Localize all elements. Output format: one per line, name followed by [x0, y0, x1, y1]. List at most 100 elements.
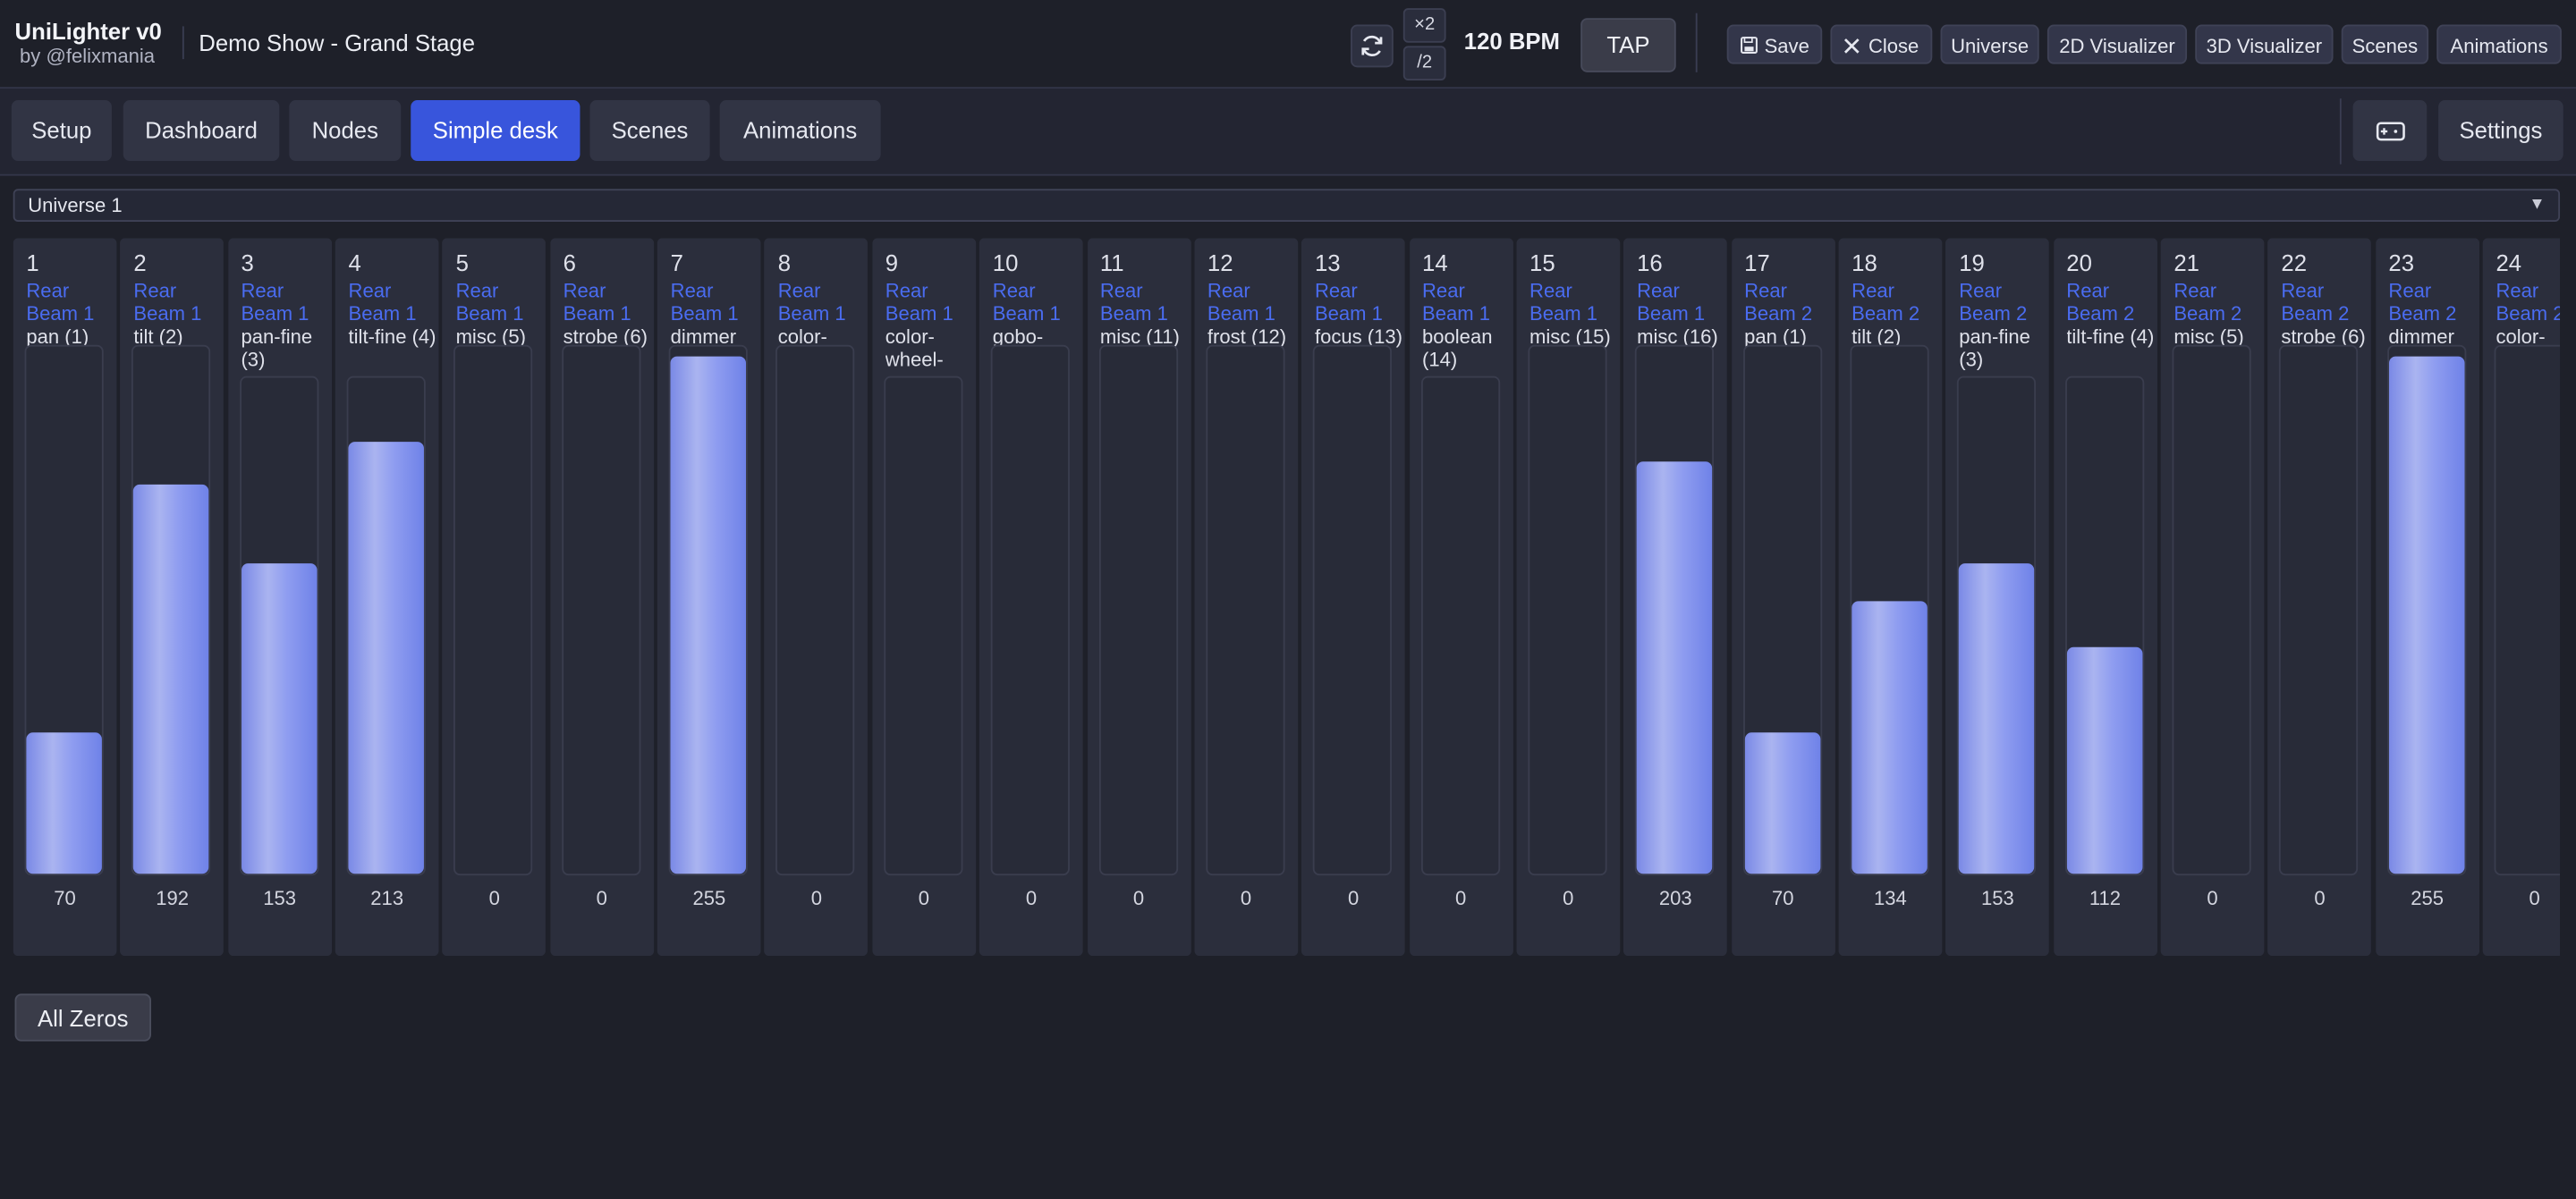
- channel-number: 21: [2174, 249, 2199, 276]
- channel-number: 15: [1530, 249, 1555, 276]
- channel-fixture-name: Rear Beam 1: [455, 279, 524, 325]
- channel-strip: 15 Rear Beam 1 misc (15) 0: [1516, 238, 1621, 957]
- channel-fader[interactable]: [2386, 344, 2466, 876]
- tab-dashboard[interactable]: Dashboard: [123, 100, 280, 162]
- channel-fader[interactable]: [131, 344, 211, 876]
- channel-fader[interactable]: [1098, 344, 1178, 876]
- channel-fader[interactable]: [1635, 344, 1715, 876]
- channel-value: 112: [2089, 886, 2122, 910]
- close-button[interactable]: Close: [1830, 24, 1933, 64]
- nav-bar: Setup Dashboard Nodes Simple desk Scenes…: [0, 89, 2576, 176]
- channel-number: 23: [2388, 249, 2415, 276]
- channel-type: tilt (2): [133, 325, 183, 349]
- channel-fader[interactable]: [775, 344, 856, 876]
- channel-type: frost (12): [1207, 325, 1287, 349]
- channel-fader-level: [1637, 461, 1713, 874]
- divider: [1695, 13, 1698, 72]
- channel-fader[interactable]: [1313, 344, 1393, 876]
- channel-fixture-name: Rear Beam 2: [2066, 279, 2135, 325]
- save-button[interactable]: Save: [1726, 24, 1823, 64]
- channel-fixture-name: Rear Beam 1: [1530, 279, 1598, 325]
- channel-fader[interactable]: [668, 344, 749, 876]
- refresh-icon: [1361, 35, 1383, 57]
- channel-fader[interactable]: [1850, 344, 1929, 876]
- channel-value: 153: [1981, 886, 2014, 910]
- channel-fader[interactable]: [2494, 344, 2561, 876]
- channel-fixture-name: Rear Beam 1: [1207, 279, 1275, 325]
- divider: [2339, 98, 2342, 165]
- universe-button[interactable]: Universe: [1940, 24, 2039, 64]
- channel-fader[interactable]: [346, 376, 426, 876]
- 2d-visualizer-button[interactable]: 2D Visualizer: [2046, 24, 2188, 64]
- channel-number: 2: [133, 249, 147, 276]
- channel-type: misc (16): [1637, 325, 1718, 349]
- channel-fader[interactable]: [1528, 344, 1607, 876]
- channel-number: 17: [1744, 249, 1770, 276]
- 3d-visualizer-button[interactable]: 3D Visualizer: [2195, 24, 2334, 64]
- tab-nodes[interactable]: Nodes: [289, 100, 402, 162]
- channel-number: 19: [1959, 249, 1985, 276]
- channel-value: 0: [2207, 886, 2218, 910]
- channel-fader[interactable]: [990, 344, 1071, 876]
- channel-type: tilt-fine (4): [2066, 325, 2155, 349]
- channel-strip: 19 Rear Beam 2 pan-fine (3) 153: [1945, 238, 2050, 957]
- tab-simple-desk[interactable]: Simple desk: [411, 100, 580, 162]
- channel-fixture-name: Rear Beam 1: [670, 279, 739, 325]
- universe-select[interactable]: Universe 1 ▼: [13, 189, 2561, 222]
- tempo-double-button[interactable]: ×2: [1402, 8, 1446, 43]
- channel-fader-level: [1959, 563, 2035, 874]
- channel-fixture-name: Rear Beam 2: [2281, 279, 2350, 325]
- channel-fader[interactable]: [883, 376, 963, 876]
- channel-strip: 20 Rear Beam 2 tilt-fine (4) 112: [2053, 238, 2157, 957]
- channel-fader[interactable]: [1420, 376, 1500, 876]
- sync-button[interactable]: [1351, 24, 1394, 68]
- channel-fader[interactable]: [561, 344, 640, 876]
- channel-fader-level: [1744, 732, 1820, 874]
- channel-fader-level: [133, 484, 209, 874]
- channel-value: 203: [1658, 886, 1692, 910]
- channel-number: 1: [26, 249, 39, 276]
- channel-fader[interactable]: [2064, 376, 2144, 876]
- channel-value: 0: [1132, 886, 1145, 910]
- tab-scenes[interactable]: Scenes: [589, 100, 710, 162]
- tab-setup[interactable]: Setup: [11, 100, 112, 162]
- channel-strip: 4 Rear Beam 1 tilt-fine (4) 213: [335, 238, 439, 957]
- channel-fader[interactable]: [24, 344, 104, 876]
- channel-fixture-name: Rear Beam 1: [563, 279, 631, 325]
- channel-fader[interactable]: [1957, 376, 2037, 876]
- channel-fader[interactable]: [1206, 344, 1285, 876]
- channel-fader[interactable]: [453, 344, 533, 876]
- channel-number: 6: [563, 249, 576, 276]
- channel-fader[interactable]: [2172, 344, 2251, 876]
- channel-fixture-name: Rear Beam 1: [26, 279, 95, 325]
- top-bar: UniLighter v0 by @felixmania Demo Show -…: [0, 0, 2576, 89]
- gamepad-button[interactable]: [2352, 100, 2428, 162]
- channel-fixture-name: Rear Beam 1: [241, 279, 309, 325]
- channel-number: 7: [670, 249, 683, 276]
- channel-strip: 11 Rear Beam 1 misc (11) 0: [1087, 238, 1191, 957]
- tab-animations[interactable]: Animations: [719, 100, 881, 162]
- channel-value: 153: [263, 886, 297, 910]
- channel-fader[interactable]: [2279, 344, 2359, 876]
- channel-fader-level: [241, 563, 317, 874]
- channel-type: strobe (6): [2281, 325, 2366, 349]
- channel-strip: 3 Rear Beam 1 pan-fine (3) 153: [227, 238, 332, 957]
- channel-number: 3: [241, 249, 254, 276]
- channel-fader[interactable]: [239, 376, 318, 876]
- all-zeros-button[interactable]: All Zeros: [14, 993, 152, 1042]
- channel-fader-level: [26, 732, 102, 874]
- tap-tempo-button[interactable]: TAP: [1580, 18, 1676, 72]
- channel-strip: 9 Rear Beam 1 color-wheel- 0: [872, 238, 976, 957]
- animations-button[interactable]: Animations: [2436, 24, 2562, 64]
- channel-fader-level: [2066, 646, 2142, 874]
- tempo-half-button[interactable]: /2: [1402, 46, 1446, 81]
- channel-number: 20: [2066, 249, 2092, 276]
- app-subtitle: by @felixmania: [20, 44, 156, 68]
- settings-button[interactable]: Settings: [2438, 100, 2563, 162]
- universe-select-value: Universe 1: [28, 193, 123, 217]
- channel-fader[interactable]: [1742, 344, 1822, 876]
- scenes-button[interactable]: Scenes: [2341, 24, 2429, 64]
- channel-fixture-name: Rear Beam 1: [777, 279, 846, 325]
